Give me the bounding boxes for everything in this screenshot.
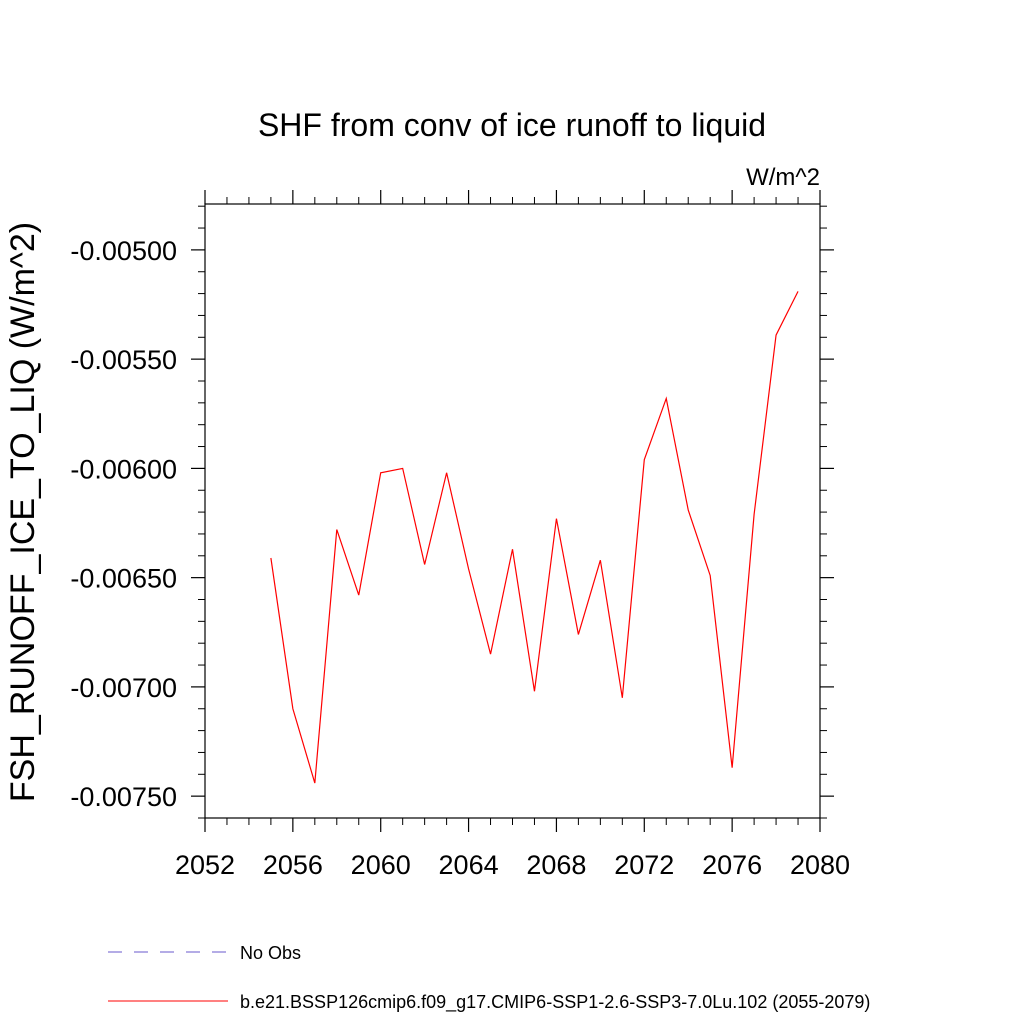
x-tick-label: 2072 <box>614 850 674 880</box>
y-tick-label: -0.00700 <box>70 673 177 703</box>
x-tick-label: 2080 <box>790 850 850 880</box>
legend-label: b.e21.BSSP126cmip6.f09_g17.CMIP6-SSP1-2.… <box>240 992 870 1013</box>
chart-title: SHF from conv of ice runoff to liquid <box>258 107 766 143</box>
series-line <box>270 291 799 784</box>
x-tick-label: 2076 <box>702 850 762 880</box>
series-layer <box>270 291 799 784</box>
x-axis-ticks: 2052 2056 2060 2064 2068 2072 2076 2080 <box>175 190 850 880</box>
y-tick-label: -0.00600 <box>70 454 177 484</box>
y-tick-label: -0.00500 <box>70 236 177 266</box>
x-tick-label: 2056 <box>263 850 323 880</box>
y-axis-ticks: -0.00750 -0.00700 -0.00650 -0.00600 -0.00550… <box>70 205 834 819</box>
x-tick-label: 2064 <box>439 850 499 880</box>
y-axis-label: FSH_RUNOFF_ICE_TO_LIQ (W/m^2) <box>4 222 42 802</box>
y-tick-label: -0.00550 <box>70 345 177 375</box>
legend-label: No Obs <box>240 943 301 963</box>
legend: No Obs b.e21.BSSP126cmip6.f09_g17.CMIP6-S… <box>108 943 870 1013</box>
y-tick-label: -0.00650 <box>70 564 177 594</box>
y-tick-label: -0.00750 <box>70 782 177 812</box>
x-tick-label: 2052 <box>175 850 235 880</box>
units-label: W/m^2 <box>746 164 820 191</box>
x-tick-label: 2060 <box>351 850 411 880</box>
x-tick-label: 2068 <box>526 850 586 880</box>
